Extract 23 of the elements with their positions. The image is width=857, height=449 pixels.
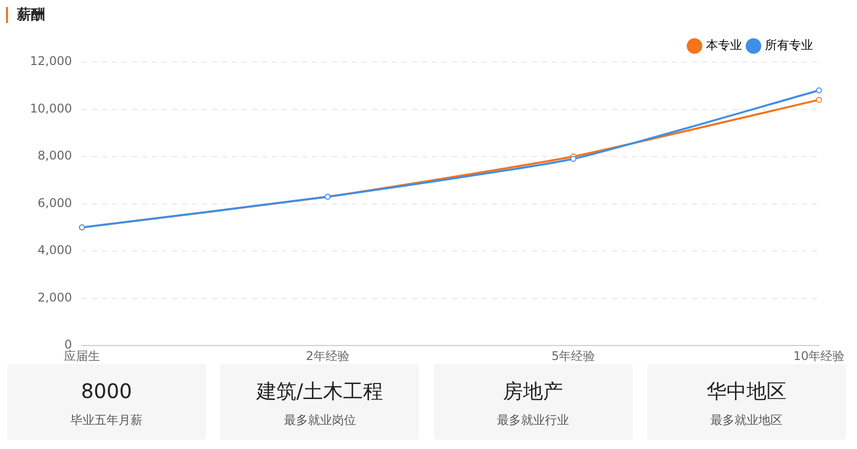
x-tick-label: 10年经验 (793, 348, 845, 363)
text: 最多就业行业 (496, 412, 570, 429)
legend-label: 所有专业 (765, 38, 813, 52)
x-tick-label: 2年经验 (306, 348, 350, 363)
x-tick-label: 应届生 (64, 348, 100, 363)
y-tick-label: 4,000 (38, 243, 72, 258)
y-tick-label: 12,000 (30, 54, 72, 68)
y-tick-label: 8,000 (38, 148, 72, 163)
y-tick-label: 2,000 (38, 290, 72, 304)
text: 建筑/土木工程 (255, 378, 384, 404)
text: 最多就业地区 (709, 412, 784, 429)
y-tick-label: 6,000 (38, 196, 72, 210)
point (816, 87, 822, 94)
text: 房地产 (502, 378, 564, 404)
point (816, 96, 822, 103)
x-tick-label: 5年经验 (552, 348, 596, 363)
text: 最多就业岗位 (282, 412, 357, 429)
text: 8000 (80, 378, 133, 404)
text: 毕业五年月薪 (70, 412, 144, 429)
legend-label: 本专业 (706, 38, 742, 52)
chart-title: 薪酬 (17, 6, 45, 24)
y-tick-label: 10,000 (30, 101, 72, 116)
text: 华中地区 (705, 378, 788, 404)
